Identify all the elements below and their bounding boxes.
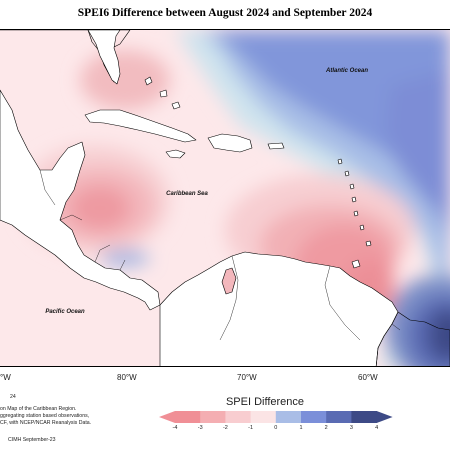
note-credit: CIMH September-23 bbox=[8, 437, 56, 443]
legend-tick-label: 1 bbox=[299, 425, 303, 431]
note-line-2: ggregating station based observations, bbox=[0, 413, 90, 419]
legend-swatch bbox=[351, 411, 378, 423]
legend-swatch bbox=[301, 411, 327, 423]
legend-swatch bbox=[275, 411, 302, 423]
legend-title: SPEI Difference bbox=[225, 396, 305, 408]
map-title: SPEI6 Difference between August 2024 and… bbox=[77, 7, 373, 19]
note-line-1: on Map of the Caribbean Region. bbox=[0, 406, 77, 412]
pacific-ocean-label: Pacific Ocean bbox=[45, 309, 85, 315]
map-panel: Atlantic Ocean Caribbean Sea Pacific Oce… bbox=[0, 29, 450, 367]
legend-tick-label: -3 bbox=[197, 425, 203, 431]
country-borders bbox=[39, 169, 401, 341]
lon-label-70w: 70°W bbox=[237, 373, 257, 382]
legend-swatch-min bbox=[159, 411, 175, 423]
legend-swatch bbox=[200, 411, 226, 423]
caribbean-sea-label: Caribbean Sea bbox=[166, 191, 208, 197]
atlantic-ocean-label: Atlantic Ocean bbox=[325, 68, 368, 74]
legend-swatch bbox=[175, 411, 201, 423]
lon-label-90w: °W bbox=[0, 373, 11, 382]
land-masses bbox=[0, 30, 450, 366]
lon-label-60w: 60°W bbox=[358, 373, 378, 382]
map-canvas: Atlantic Ocean Caribbean Sea Pacific Oce… bbox=[0, 30, 450, 366]
legend-swatch bbox=[225, 411, 252, 423]
legend-colorbar bbox=[159, 411, 393, 423]
legend-swatch bbox=[250, 411, 277, 423]
legend-tick-label: 2 bbox=[324, 425, 328, 431]
legend-tick-label: 4 bbox=[375, 425, 379, 431]
note-line-3: CF, with NCEP/NCAR Reanalysis Data. bbox=[0, 420, 92, 426]
legend-swatch-max bbox=[376, 411, 393, 423]
lon-label-80w: 80°W bbox=[117, 373, 137, 382]
legend-swatch bbox=[326, 411, 352, 423]
legend-tick-label: 0 bbox=[274, 425, 278, 431]
legend-tick-label: -4 bbox=[172, 425, 178, 431]
legend-tick-label: 3 bbox=[349, 425, 353, 431]
legend-tick-label: -1 bbox=[248, 425, 254, 431]
note-year: 24 bbox=[10, 394, 16, 400]
legend-tick-label: -2 bbox=[222, 425, 228, 431]
